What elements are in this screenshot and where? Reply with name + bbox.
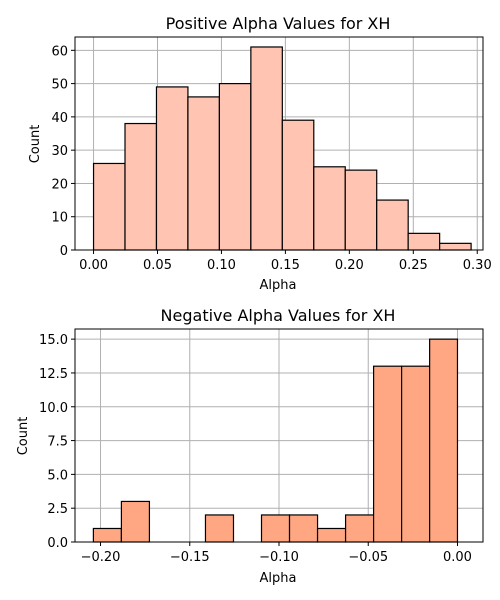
histogram-bar [218,82,252,251]
x-tick-label: 0.10 [207,258,236,273]
histogram-bar [344,514,375,543]
chart-title: Negative Alpha Values for XH [161,306,396,325]
y-tick-label: 7.5 [47,435,68,450]
y-tick-label: 40 [51,111,68,126]
histogram-bars [92,46,472,251]
x-tick-label: −0.20 [81,550,121,565]
y-tick-label: 10 [51,211,68,226]
x-tick-label: 0.05 [143,258,172,273]
histogram-bar [124,122,158,251]
y-tick-label: 5.0 [47,468,68,483]
x-ticks: 0.00 0.05 0.10 0.15 0.20 0.25 0.30 [79,250,492,273]
histogram-bar [344,169,378,251]
histogram-bar [92,162,126,251]
histogram-bar [288,514,319,543]
histogram-bar [407,232,441,251]
x-tick-label: 0.30 [463,258,492,273]
y-tick-label: 60 [51,44,68,59]
x-tick-label: 0.00 [79,258,108,273]
histogram-bar [120,500,151,543]
histogram-bar [439,242,472,251]
x-tick-label: −0.05 [348,550,388,565]
x-axis-label: Alpha [260,278,297,293]
x-axis-label: Alpha [260,571,297,586]
x-tick-label: 0.25 [399,258,428,273]
y-tick-label: 2.5 [47,502,68,517]
y-tick-label: 0 [60,244,68,259]
y-axis-label: Count [28,125,43,164]
histogram-bar [250,46,283,251]
y-tick-label: 12.5 [39,367,68,382]
x-tick-label: −0.15 [170,550,210,565]
x-ticks: −0.20 −0.15 −0.10 −0.05 0.00 [81,542,472,565]
histogram-bar [429,338,459,543]
chart-title: Positive Alpha Values for XH [166,14,391,33]
histogram-bar [92,527,123,543]
y-tick-label: 10.0 [39,401,68,416]
histogram-bar [316,527,347,543]
x-tick-label: 0.15 [271,258,300,273]
y-ticks: 0 10 20 30 40 50 60 [51,44,75,259]
y-tick-label: 50 [51,78,68,93]
histogram-bar [260,514,291,543]
histogram-bar [155,86,189,251]
positive-alpha-histogram: Positive Alpha Values for XH 0.00 0.05 0.1… [28,14,492,293]
histogram-bars [92,338,459,543]
histogram-bar [204,514,235,543]
y-axis-label: Count [16,417,31,456]
histogram-bar [376,199,409,251]
histogram-bar [372,365,403,543]
negative-alpha-histogram: Negative Alpha Values for XH −0.20 −0.15−… [16,306,484,586]
x-tick-label: 0.20 [335,258,364,273]
x-tick-label: −0.10 [259,550,299,565]
y-tick-label: 15.0 [39,333,68,348]
y-ticks: 0.0 2.5 5.0 7.5 10.0 12.5 15.0 [39,333,75,551]
histogram-bar [187,96,220,251]
y-tick-label: 30 [51,144,68,159]
histogram-bar [401,365,431,543]
y-tick-label: 0.0 [47,536,68,551]
histogram-bar [313,166,346,251]
y-tick-label: 20 [51,177,68,192]
axes-frame [74,36,484,251]
x-tick-label: 0.00 [443,550,472,565]
histogram-bar [281,119,315,251]
